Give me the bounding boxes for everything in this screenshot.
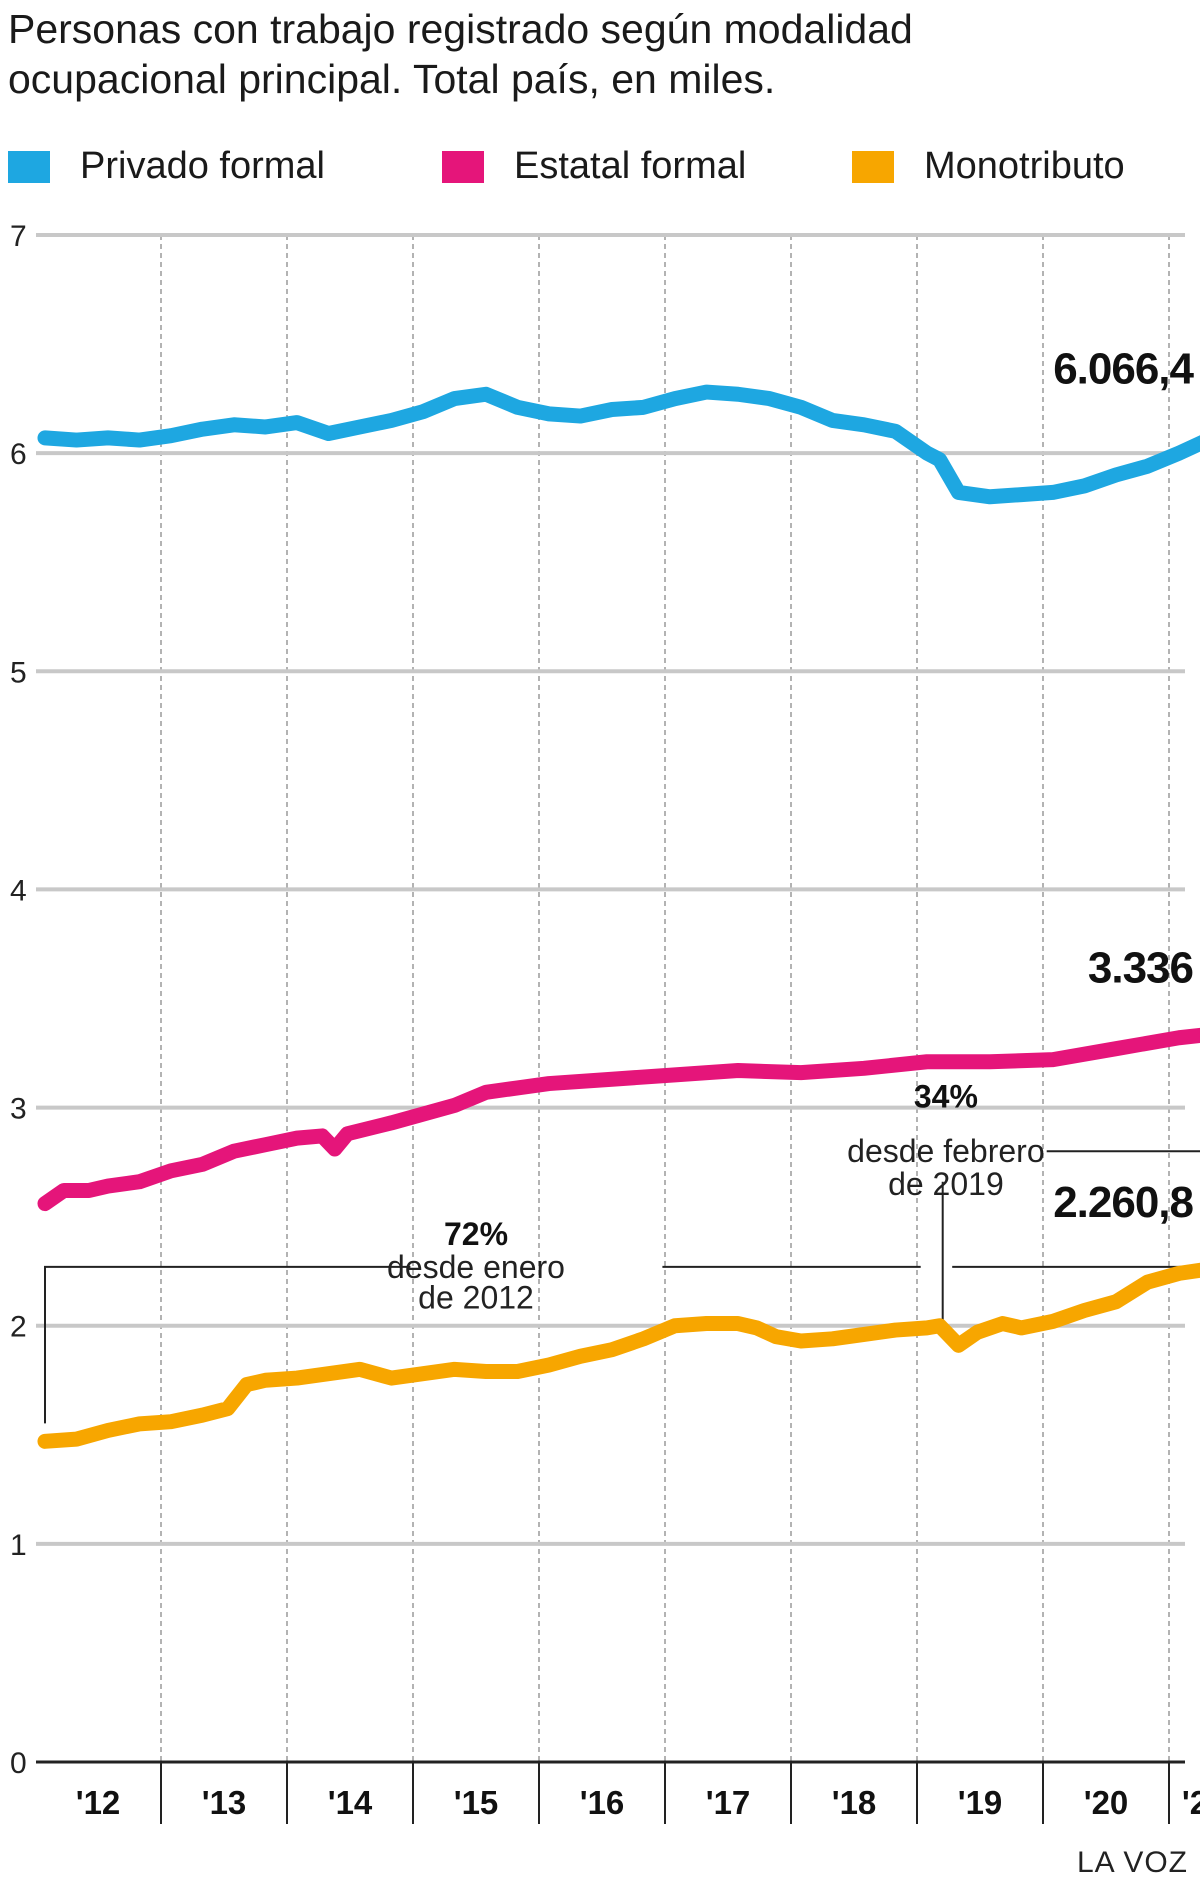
legend-item-estatal: Estatal formal [442, 145, 746, 188]
legend-label-monotributo: Monotributo [924, 145, 1125, 187]
y-tick-label-4: 4 [10, 874, 27, 907]
annotation-72-pct: 72% [444, 1216, 508, 1252]
y-tick-label-5: 5 [10, 656, 27, 689]
series-line-monotributo [37, 1262, 1200, 1449]
chart-title-line-2: ocupacional principal. Total país, en mi… [8, 56, 776, 102]
x-tick-label-2013: '13 [202, 1784, 247, 1821]
x-tick-label-2017: '17 [706, 1784, 751, 1821]
x-tick-label-2019: '19 [958, 1784, 1003, 1821]
annotation-72-leader [44, 1265, 411, 1424]
y-tick-label-2: 2 [10, 1311, 27, 1344]
x-tick-label-2012: '12 [76, 1784, 121, 1821]
chart-title-line-1: Personas con trabajo registrado según mo… [8, 6, 913, 52]
end-label-estatal: 3.336 [1088, 943, 1193, 992]
annotation-34-line2: de 2019 [888, 1166, 1004, 1202]
x-tick-label-2016: '16 [580, 1784, 625, 1821]
y-tick-label-3: 3 [10, 1093, 27, 1126]
y-tick-label-6: 6 [10, 438, 27, 471]
legend-swatch-monotributo [852, 150, 894, 183]
annotation-34-leader-right [1046, 1150, 1200, 1153]
legend-swatch-estatal [442, 150, 484, 183]
legend-swatch-privado [8, 150, 50, 183]
x-tick-label-2015: '15 [454, 1784, 499, 1821]
x-tick-label-2020: '20 [1084, 1784, 1129, 1821]
series-line-privado [37, 384, 1200, 505]
y-tick-label-0: 0 [10, 1747, 27, 1780]
annotation-34-line1: desde febrero [847, 1133, 1044, 1169]
y-tick-label-7: 7 [10, 220, 27, 253]
legend-item-monotributo: Monotributo [852, 145, 1125, 188]
source-credit: LA VOZ [1076, 1846, 1188, 1879]
x-tick-label-2018: '18 [832, 1784, 877, 1821]
legend-label-estatal: Estatal formal [514, 145, 747, 187]
legend-item-privado: Privado formal [8, 145, 325, 188]
x-tick-label-2014: '14 [328, 1784, 373, 1821]
legend: Privado formal Estatal formal Monotribut… [8, 145, 1188, 195]
annotation-72-line2: de 2012 [418, 1279, 534, 1315]
end-label-monotributo: 2.260,8 [1053, 1178, 1193, 1227]
y-tick-label-1: 1 [10, 1529, 27, 1562]
end-label-privado: 6.066,4 [1053, 345, 1194, 394]
annotation-34-pct: 34% [914, 1079, 978, 1115]
x-tick-label-2021: '21 [1182, 1784, 1200, 1821]
series-line-estatal [37, 1027, 1200, 1212]
annotation-72-line1: desde enero [387, 1249, 565, 1285]
legend-label-privado: Privado formal [80, 145, 325, 187]
chart-title: Personas con trabajo registrado según mo… [8, 4, 1188, 104]
